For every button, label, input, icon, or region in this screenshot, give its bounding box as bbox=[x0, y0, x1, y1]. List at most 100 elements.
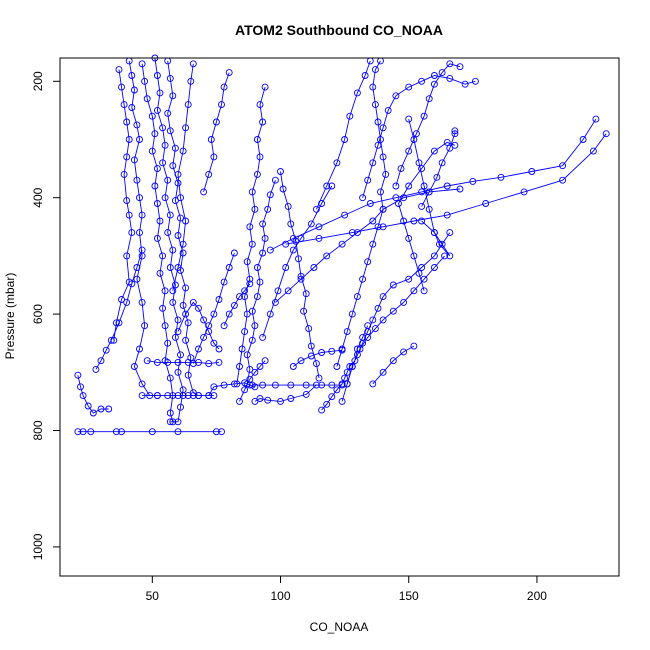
data-point bbox=[338, 380, 346, 388]
data-point bbox=[174, 232, 182, 239]
data-point bbox=[84, 402, 92, 410]
data-point bbox=[405, 275, 413, 283]
data-point bbox=[389, 281, 397, 289]
data-point bbox=[256, 153, 264, 161]
series-line bbox=[167, 60, 214, 397]
data-point bbox=[92, 365, 100, 373]
data-point bbox=[410, 287, 418, 295]
series-line bbox=[77, 375, 109, 414]
series-23 bbox=[312, 57, 374, 213]
series-line bbox=[254, 384, 317, 402]
data-point bbox=[102, 346, 110, 354]
data-point bbox=[174, 392, 182, 400]
data-point bbox=[397, 165, 405, 173]
data-point bbox=[179, 147, 187, 155]
data-point bbox=[141, 322, 149, 330]
data-point bbox=[425, 95, 433, 103]
data-point bbox=[471, 77, 479, 85]
data-point bbox=[256, 278, 264, 286]
data-point bbox=[430, 252, 438, 260]
data-point bbox=[323, 182, 331, 190]
data-point bbox=[371, 101, 379, 109]
data-point bbox=[174, 179, 182, 187]
data-point bbox=[461, 80, 469, 88]
data-point bbox=[446, 252, 454, 260]
data-point bbox=[433, 173, 441, 181]
data-point bbox=[379, 368, 387, 376]
data-point bbox=[282, 264, 290, 271]
data-point bbox=[130, 156, 138, 164]
series-37 bbox=[236, 357, 269, 405]
data-point bbox=[343, 380, 351, 388]
data-point bbox=[430, 80, 438, 88]
series-line bbox=[280, 171, 320, 379]
data-point bbox=[248, 336, 256, 344]
series-21 bbox=[266, 115, 600, 254]
data-point bbox=[284, 202, 292, 210]
data-point bbox=[405, 182, 413, 190]
data-point bbox=[118, 83, 125, 91]
series-line bbox=[154, 57, 184, 423]
data-point bbox=[302, 381, 310, 389]
data-point bbox=[177, 194, 184, 202]
data-point bbox=[405, 234, 413, 242]
data-point bbox=[469, 177, 477, 185]
data-point bbox=[359, 194, 367, 202]
series-line bbox=[147, 360, 220, 365]
data-point bbox=[310, 264, 318, 271]
series-32 bbox=[418, 127, 459, 210]
data-point bbox=[305, 325, 313, 333]
data-point bbox=[410, 136, 418, 143]
series-26 bbox=[338, 229, 454, 405]
data-point bbox=[182, 336, 190, 344]
data-point bbox=[364, 176, 372, 184]
data-point bbox=[415, 269, 423, 277]
data-point bbox=[592, 115, 600, 123]
data-point bbox=[259, 118, 267, 126]
series-19 bbox=[277, 168, 323, 382]
data-point bbox=[266, 191, 274, 199]
data-point bbox=[410, 217, 418, 225]
data-point bbox=[430, 72, 438, 79]
data-point bbox=[182, 217, 190, 225]
data-point bbox=[238, 345, 246, 353]
data-point bbox=[418, 165, 426, 173]
chart-title: ATOM2 Southbound CO_NOAA bbox=[235, 22, 443, 38]
data-point bbox=[328, 381, 336, 389]
data-point bbox=[179, 240, 187, 248]
data-point bbox=[79, 428, 87, 436]
data-point bbox=[205, 360, 213, 368]
data-point bbox=[389, 357, 397, 365]
series-11 bbox=[189, 249, 238, 368]
data-point bbox=[348, 363, 356, 370]
series-line bbox=[398, 141, 456, 291]
data-point bbox=[210, 392, 218, 400]
data-point bbox=[123, 153, 131, 161]
data-point bbox=[74, 428, 82, 436]
data-point bbox=[138, 380, 146, 388]
data-point bbox=[246, 275, 254, 283]
series-line bbox=[336, 60, 387, 367]
series-line bbox=[128, 60, 158, 397]
data-point bbox=[166, 74, 174, 82]
data-point bbox=[410, 252, 418, 260]
data-point bbox=[438, 159, 446, 167]
data-point bbox=[282, 240, 290, 248]
data-point bbox=[392, 194, 400, 202]
data-point bbox=[182, 124, 190, 132]
data-point bbox=[123, 118, 131, 126]
data-point bbox=[261, 83, 269, 91]
series-5 bbox=[125, 57, 161, 400]
data-point bbox=[233, 380, 241, 388]
data-point bbox=[153, 106, 161, 114]
data-point bbox=[302, 290, 310, 298]
data-point bbox=[256, 363, 264, 370]
data-point bbox=[253, 293, 261, 301]
data-point bbox=[451, 127, 459, 135]
data-point bbox=[430, 147, 438, 155]
series-13 bbox=[200, 69, 233, 196]
data-point bbox=[141, 77, 149, 85]
data-point bbox=[287, 220, 295, 228]
data-point bbox=[218, 101, 225, 109]
data-point bbox=[177, 214, 184, 222]
